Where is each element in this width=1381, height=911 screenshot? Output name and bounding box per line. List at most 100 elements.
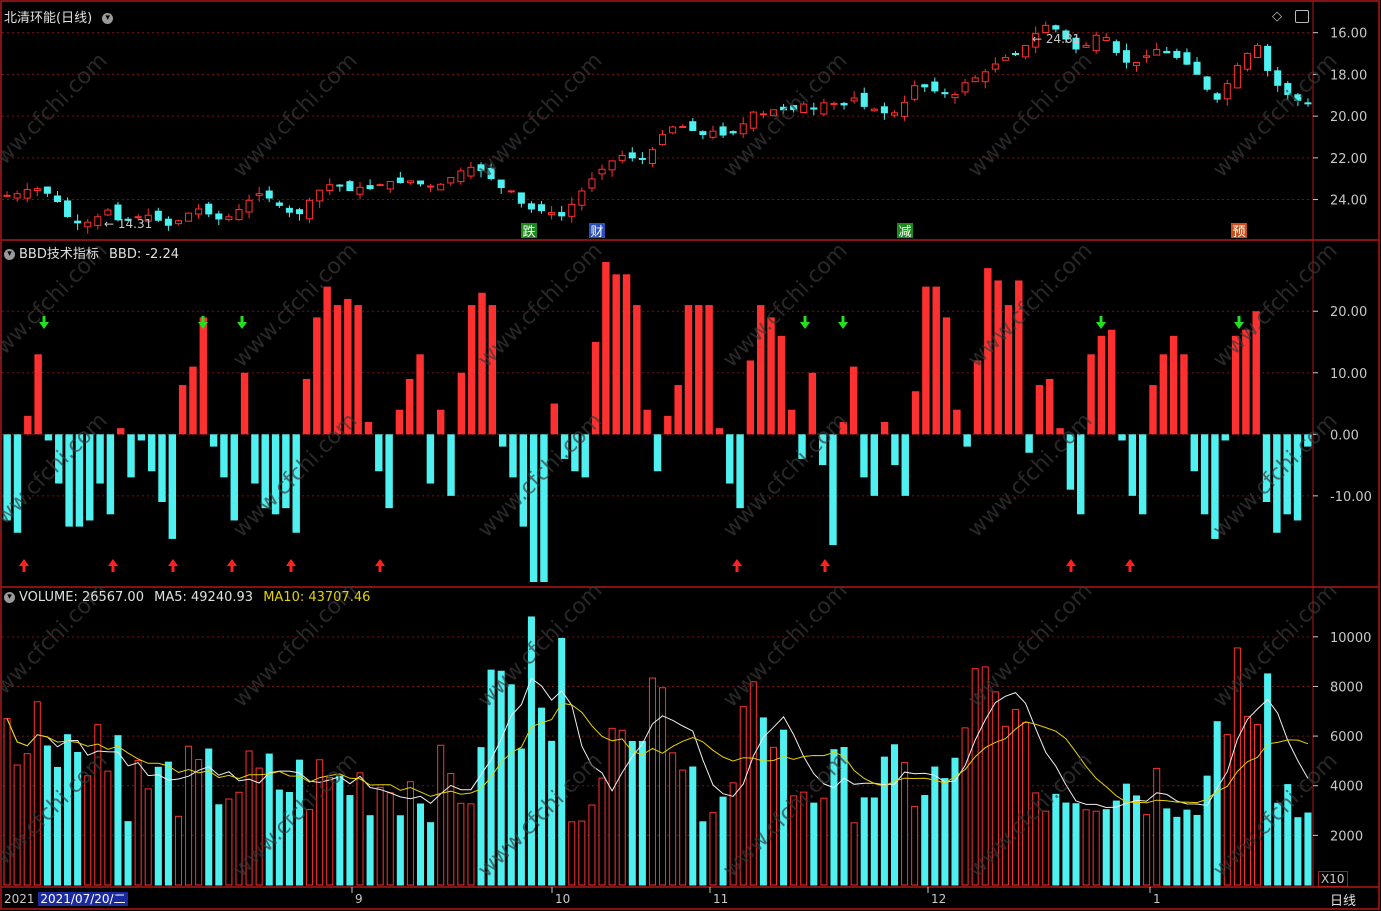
bbd-bar	[178, 385, 187, 435]
volume-bar	[33, 701, 41, 886]
candle	[1062, 30, 1070, 40]
bbd-bar	[1118, 434, 1126, 441]
up-arrow-icon	[375, 559, 385, 572]
event-marker: 减	[898, 225, 911, 240]
bbd-tick-label: 20.00	[1330, 305, 1367, 320]
volume-bar	[548, 740, 556, 886]
candle	[1173, 50, 1181, 58]
volume-bar	[416, 803, 425, 886]
down-arrow-icon	[800, 316, 810, 329]
candle	[235, 209, 243, 221]
diamond-icon[interactable]: ◇	[1272, 9, 1282, 24]
chevron-down-icon[interactable]: ▾	[4, 249, 15, 260]
volume-bar	[134, 760, 142, 886]
candle	[769, 109, 777, 117]
bbd-bar	[209, 434, 218, 447]
bbd-bar	[168, 434, 177, 539]
volume-bar	[679, 769, 687, 886]
price-panel-header: 北清环能(日线) ▾	[4, 7, 117, 26]
candle	[497, 179, 505, 189]
ma5-value: MA5: 49240.93	[154, 590, 254, 605]
bbd-bar	[426, 434, 435, 484]
selected-date[interactable]: 2021/07/20/二	[38, 892, 128, 906]
year-label: 2021	[4, 892, 35, 906]
bbd-bar	[1273, 434, 1281, 533]
price-tick-label: 16.00	[1330, 27, 1367, 42]
candle	[13, 193, 21, 199]
candle	[517, 192, 525, 204]
volume-bar	[215, 804, 223, 886]
volume-bar	[507, 684, 515, 886]
volume-bar	[1284, 784, 1292, 886]
volume-bar	[104, 770, 112, 886]
volume-bar	[790, 795, 798, 886]
volume-value: VOLUME: 26567.00	[19, 590, 144, 605]
volume-bar	[638, 740, 646, 886]
candle	[144, 214, 152, 222]
price-tick-label: 22.00	[1330, 152, 1367, 167]
bbd-bar	[1304, 434, 1312, 447]
volume-bar	[396, 815, 404, 886]
candle	[33, 188, 41, 191]
bbd-bar	[1242, 329, 1250, 435]
bbd-bar	[509, 434, 517, 478]
volume-bar	[1213, 721, 1221, 886]
bbd-bar	[1025, 434, 1033, 453]
bbd-bar	[911, 391, 920, 435]
volume-bar	[1082, 809, 1090, 886]
bbd-bar	[147, 434, 156, 472]
candle	[588, 178, 596, 189]
candle	[558, 212, 566, 217]
volume-bar	[427, 822, 435, 886]
bbd-bar	[705, 305, 713, 435]
period-tab[interactable]: 日线	[1330, 894, 1357, 909]
candle	[739, 123, 747, 135]
chevron-down-icon[interactable]: ▾	[102, 13, 114, 24]
up-arrow-icon	[108, 559, 118, 572]
candle	[104, 209, 112, 216]
bbd-bar	[746, 360, 755, 435]
volume-bar	[820, 797, 828, 886]
up-arrow-icon	[168, 559, 178, 572]
chevron-down-icon[interactable]: ▾	[4, 592, 15, 603]
volume-bar	[406, 781, 414, 886]
volume-bar	[255, 767, 263, 886]
candle	[326, 184, 334, 192]
ma10-value: MA10: 43707.46	[263, 590, 371, 605]
bbd-bar	[86, 434, 94, 521]
bbd-bar	[818, 434, 827, 466]
candle	[265, 190, 273, 199]
volume-bar	[306, 808, 314, 886]
candle	[931, 81, 939, 92]
bbd-bar	[313, 317, 321, 435]
bbd-bar	[622, 274, 631, 435]
volume-bar	[467, 803, 475, 886]
month-label: 1	[1153, 892, 1161, 906]
bbd-bar	[684, 305, 693, 435]
volume-bar	[356, 772, 364, 886]
candle	[507, 190, 515, 193]
bbd-bar	[467, 305, 476, 435]
volume-bar	[598, 777, 606, 886]
candle	[366, 185, 374, 190]
ma10-line	[6, 702, 1309, 804]
volume-bar	[285, 792, 293, 886]
candle	[961, 82, 969, 93]
window-icon[interactable]	[1295, 10, 1309, 23]
bbd-bar	[653, 434, 662, 472]
bbd-bar	[3, 434, 11, 521]
candle	[749, 111, 757, 129]
volume-bar	[43, 745, 51, 886]
volume-bar	[154, 766, 162, 886]
bbd-bar	[406, 378, 414, 435]
volume-bar	[265, 753, 273, 886]
candle	[1112, 41, 1120, 53]
candle	[356, 186, 364, 195]
bbd-bar	[240, 372, 249, 435]
candle	[1102, 36, 1110, 41]
candle	[850, 97, 858, 102]
volume-bar	[316, 759, 324, 886]
volume-bar	[1032, 792, 1040, 886]
volume-bar	[1122, 783, 1130, 886]
